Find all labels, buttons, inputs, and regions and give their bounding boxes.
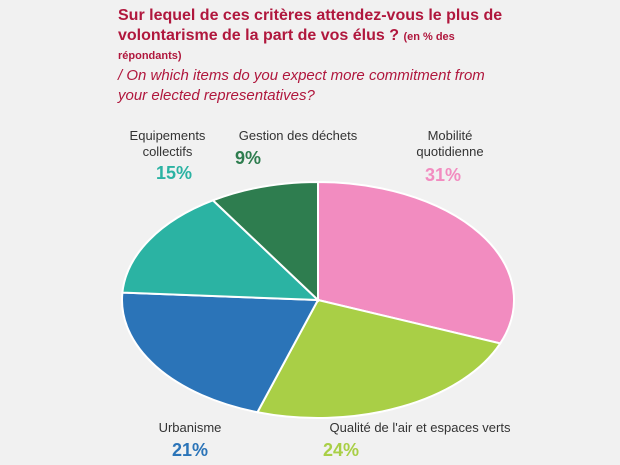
value-label: 24% (323, 440, 360, 460)
slice-label: Mobilité quotidienne (416, 128, 484, 159)
value-label: 21% (172, 440, 209, 460)
value-label: 9% (235, 148, 262, 168)
pie-slice (211, 180, 319, 303)
slice-label: Gestion des déchets (238, 128, 358, 143)
slice-label: Urbanisme (158, 420, 222, 435)
pie-slice (255, 298, 502, 419)
title-note: (en % des répondants) (118, 31, 455, 62)
value-label: 15% (156, 163, 193, 183)
chart-title: Sur lequel de ces critères attendez-vous… (118, 7, 503, 44)
pie-slice (317, 180, 515, 345)
slice-label: Equipements collectifs (129, 128, 206, 159)
value-label: 31% (425, 165, 462, 185)
chart-subtitle: / On which items do you expect more comm… (118, 67, 485, 104)
pie-slice (121, 291, 320, 414)
pie-slice (121, 199, 321, 302)
slice-label: Qualité de l'air et espaces verts (329, 420, 511, 435)
header: Sur lequel de ces critères attendez-vous… (118, 6, 518, 106)
